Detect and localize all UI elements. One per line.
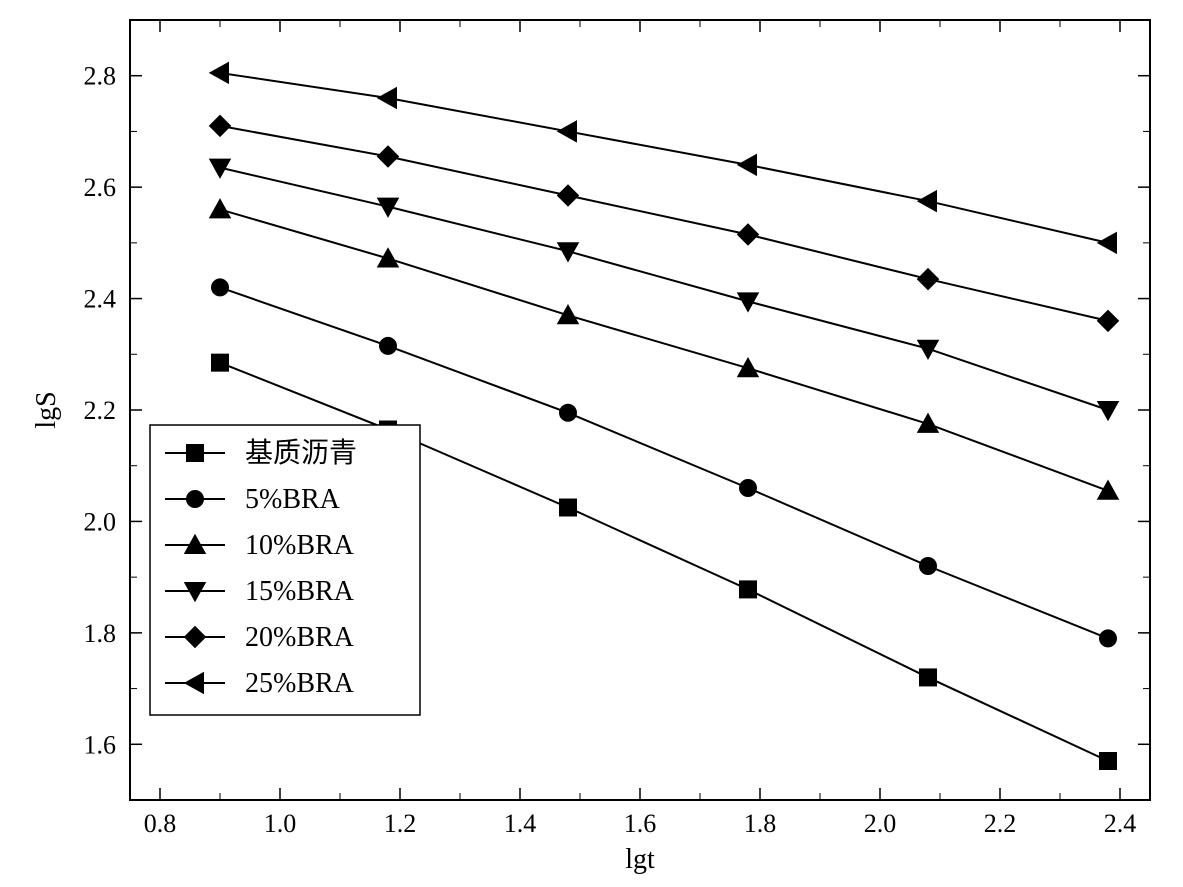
x-tick-label: 1.8 — [744, 809, 777, 838]
x-tick-label: 1.2 — [384, 809, 417, 838]
legend-label-bra10: 10%BRA — [245, 530, 355, 561]
x-tick-label: 1.4 — [504, 809, 537, 838]
y-tick-label: 2.0 — [84, 507, 117, 536]
x-tick-label: 2.2 — [984, 809, 1017, 838]
legend-label-bra5: 5%BRA — [245, 484, 341, 515]
legend-label-bra20: 20%BRA — [245, 622, 355, 653]
legend-label-base: 基质沥青 — [245, 437, 357, 469]
x-tick-label: 0.8 — [144, 809, 177, 838]
x-tick-label: 2.4 — [1104, 809, 1137, 838]
chart-container: 0.8 1.0 1.2 1.4 1.6 1.8 2.0 2.2 2.4 1.6 1.8 2.0 2.2 2… — [0, 0, 1183, 887]
y-tick-label: 1.6 — [84, 730, 117, 759]
y-axis-label: lgS — [31, 391, 62, 428]
x-tick-label: 1.0 — [264, 809, 297, 838]
lgS-vs-lgt-chart: 0.8 1.0 1.2 1.4 1.6 1.8 2.0 2.2 2.4 1.6 1.8 2.0 2.2 2… — [0, 0, 1183, 887]
legend-label-bra25: 25%BRA — [245, 668, 355, 699]
legend-label-bra15: 15%BRA — [245, 576, 355, 607]
y-tick-label: 2.4 — [84, 285, 117, 314]
y-tick-label: 1.8 — [84, 619, 117, 648]
x-tick-label: 1.6 — [624, 809, 657, 838]
x-tick-label: 2.0 — [864, 809, 897, 838]
x-axis-label: lgt — [625, 844, 655, 875]
y-tick-label: 2.8 — [84, 62, 117, 91]
legend: 基质沥青 5%BRA 10%BRA 15%BRA 20%BRA 25%BRA — [150, 425, 420, 715]
y-tick-label: 2.2 — [84, 396, 117, 425]
y-tick-label: 2.6 — [84, 173, 117, 202]
